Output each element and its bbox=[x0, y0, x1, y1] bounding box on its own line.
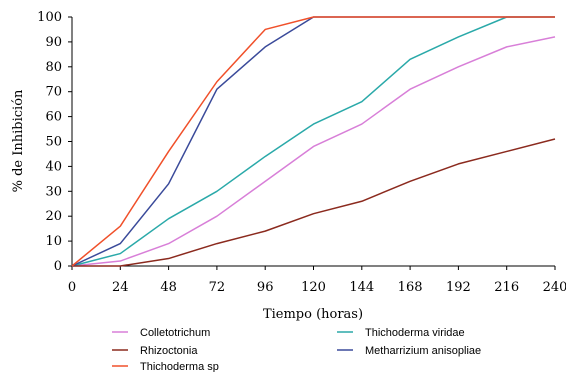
legend-label: Thichoderma sp bbox=[140, 361, 219, 372]
y-tick-label: 0 bbox=[54, 259, 62, 274]
x-tick-label: 192 bbox=[446, 280, 471, 295]
legend-label: Thichoderma viridae bbox=[365, 327, 465, 339]
legend-label: Rhizoctonia bbox=[140, 345, 198, 357]
x-tick-label: 72 bbox=[209, 280, 226, 295]
x-tick-label: 96 bbox=[257, 280, 274, 295]
y-tick-label: 60 bbox=[45, 110, 62, 125]
y-tick-label: 80 bbox=[45, 60, 62, 75]
legend-label: Colletotrichum bbox=[140, 327, 210, 339]
x-tick-label: 120 bbox=[301, 280, 326, 295]
series-lines bbox=[71, 16, 556, 267]
legend-label: Metharrizium anisopliae bbox=[365, 345, 481, 357]
x-tick-label: 144 bbox=[349, 280, 374, 295]
series-line bbox=[71, 36, 556, 267]
y-tick-label: 30 bbox=[45, 184, 62, 199]
legend: Colletotrichum Thichoderma viridae Rhizoct… bbox=[112, 327, 481, 372]
x-tick-label: 216 bbox=[494, 280, 519, 295]
x-tick-label: 240 bbox=[543, 280, 566, 295]
x-tick-label: 0 bbox=[68, 280, 76, 295]
y-tick-label: 40 bbox=[45, 159, 62, 174]
y-tick-label: 20 bbox=[45, 209, 62, 224]
y-tick-label: 90 bbox=[45, 35, 62, 50]
x-tick-label: 24 bbox=[112, 280, 129, 295]
series-line bbox=[71, 16, 555, 267]
series-line bbox=[71, 16, 555, 267]
x-tick-label: 48 bbox=[160, 280, 177, 295]
chart-axes bbox=[71, 17, 555, 267]
x-tick-label: 168 bbox=[398, 280, 423, 295]
y-tick-label: 10 bbox=[45, 234, 62, 249]
series-line bbox=[71, 16, 555, 267]
y-axis-title: % de Inhibición bbox=[11, 89, 26, 192]
series-line bbox=[72, 138, 556, 267]
y-tick-label: 50 bbox=[45, 135, 62, 150]
y-tick-label: 70 bbox=[45, 85, 62, 100]
y-tick-label: 100 bbox=[37, 10, 62, 25]
x-axis-ticks: 0 24 48 72 96 120 144 168 192 216 240 bbox=[68, 266, 566, 295]
x-axis-title: Tiempo (horas) bbox=[263, 307, 363, 322]
y-axis-ticks: 0 10 20 30 40 50 60 70 80 90 100 bbox=[37, 10, 72, 274]
